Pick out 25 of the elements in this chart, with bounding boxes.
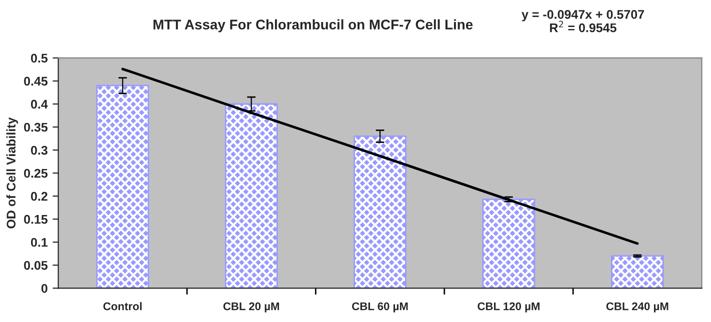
y-tick-label: 0.35 bbox=[24, 122, 48, 132]
x-tick-label: CBL 20 µM bbox=[223, 302, 280, 312]
line-series bbox=[121, 68, 639, 245]
y-tick-label: 0.25 bbox=[24, 168, 48, 178]
y-tick-label: 0.05 bbox=[24, 260, 48, 270]
y-tick-label: 0.5 bbox=[31, 54, 48, 63]
y-tick-label: 0.45 bbox=[24, 76, 48, 86]
y-tick-label: 0.15 bbox=[24, 214, 48, 224]
x-tick-label: CBL 120 µM bbox=[478, 302, 540, 312]
x-tick-label: CBL 240 µM bbox=[606, 302, 668, 312]
x-tick-label: CBL 60 µM bbox=[352, 302, 408, 312]
bar bbox=[610, 255, 664, 288]
bar bbox=[482, 198, 536, 288]
y-tick-label: 0.4 bbox=[31, 100, 48, 109]
bar bbox=[96, 84, 150, 288]
y-tick-label: 0 bbox=[41, 284, 48, 293]
chart-title: MTT Assay For Chlorambucil on MCF-7 Cell Line bbox=[154, 19, 473, 32]
y-axis-title: OD of Cell Viability bbox=[6, 117, 18, 228]
y-tick-label: 0.2 bbox=[31, 192, 48, 201]
bar bbox=[354, 136, 406, 288]
y-tick-label: 0.3 bbox=[31, 146, 48, 155]
text: y = -0.0947x + 0.5707 R$^{2}$ = 0.9545 bbox=[522, 10, 644, 32]
y-tick-label: 0.1 bbox=[31, 238, 48, 247]
x-tick-label: Control bbox=[103, 302, 142, 310]
bar bbox=[224, 103, 278, 288]
